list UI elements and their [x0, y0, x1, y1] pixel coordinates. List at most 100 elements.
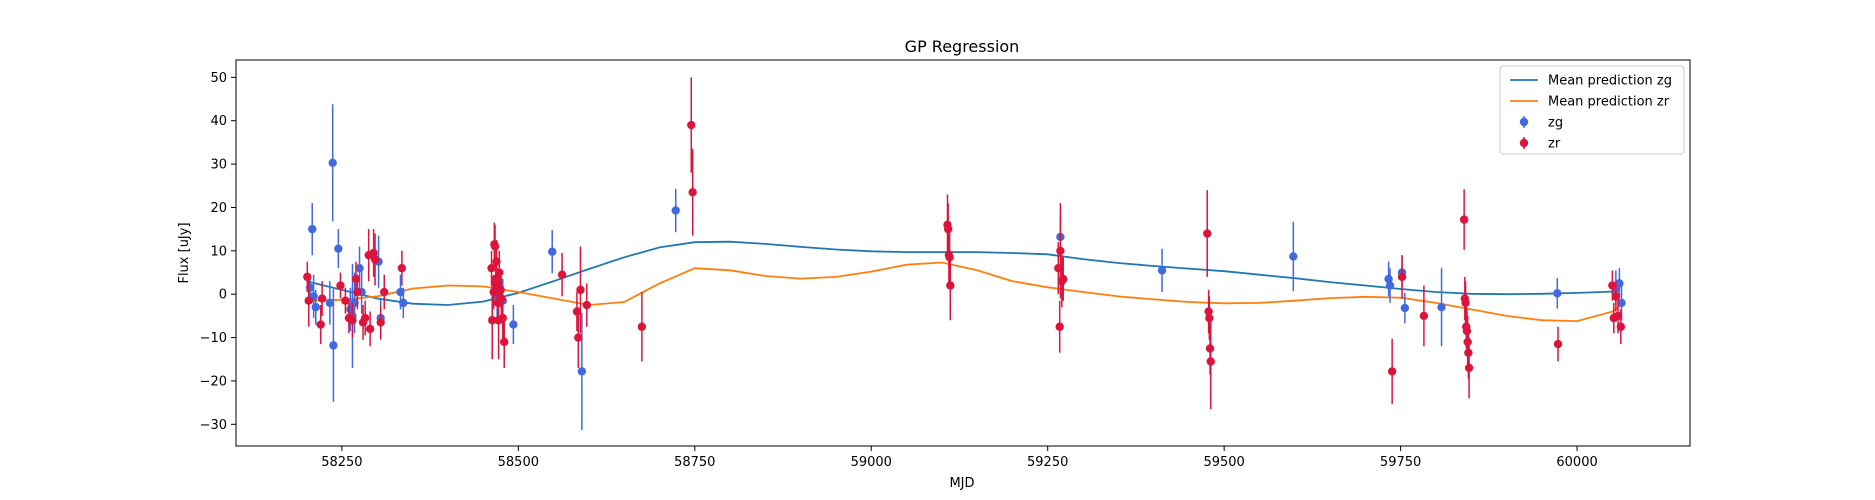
data-point	[1385, 281, 1395, 290]
y-axis-label: Flux [uJy]	[177, 222, 192, 283]
data-point	[360, 313, 370, 323]
legend: Mean prediction zg Mean prediction zr zg zr	[1499, 65, 1685, 155]
data-point	[497, 294, 506, 303]
data-point	[671, 206, 680, 215]
data-point	[376, 318, 385, 327]
legend-label: Mean prediction zr	[1548, 95, 1670, 110]
y-tick-label: 10	[210, 244, 227, 259]
series-zr	[303, 77, 1626, 410]
chart-title: GP Regression	[905, 37, 1020, 56]
data-point	[316, 320, 325, 329]
legend-marker-swatch	[1519, 117, 1529, 127]
data-point	[370, 255, 380, 264]
data-point	[498, 313, 508, 323]
x-tick-label: 58250	[321, 455, 362, 470]
plot-frame	[235, 59, 1691, 447]
x-tick-label: 58500	[498, 455, 539, 470]
x-tick-label: 59750	[1380, 455, 1421, 470]
data-point	[341, 296, 350, 305]
data-point	[946, 281, 955, 290]
data-point	[355, 263, 364, 273]
plot-area	[303, 77, 1626, 430]
data-point	[574, 333, 583, 342]
data-point	[1617, 298, 1626, 308]
data-point	[348, 316, 357, 325]
data-point	[1157, 266, 1167, 275]
data-point	[1203, 229, 1212, 238]
data-point	[1464, 363, 1474, 373]
data-point	[1461, 298, 1470, 308]
data-point	[399, 298, 408, 308]
data-point	[548, 247, 557, 256]
y-tick-label: 30	[210, 158, 227, 173]
data-point	[1553, 339, 1563, 349]
data-point	[1459, 215, 1469, 224]
data-point	[397, 263, 407, 273]
data-point	[1608, 281, 1617, 290]
data-point	[325, 298, 335, 308]
x-tick-label: 59000	[851, 455, 892, 470]
data-point	[1055, 322, 1064, 331]
y-tick-label: −30	[200, 418, 227, 433]
data-point	[1056, 246, 1065, 256]
data-point	[1400, 303, 1410, 313]
data-point	[1205, 313, 1214, 323]
x-tick-label: 58750	[674, 455, 715, 470]
legend-label: zg	[1548, 116, 1563, 131]
data-point	[334, 244, 343, 253]
x-tick-label: 59500	[1203, 455, 1244, 470]
data-point	[509, 320, 518, 329]
data-point	[490, 242, 500, 251]
data-point	[1419, 311, 1429, 321]
data-point	[1397, 272, 1407, 282]
data-point	[304, 296, 313, 305]
legend-label: Mean prediction zg	[1548, 74, 1672, 89]
data-point	[637, 322, 647, 331]
data-point	[380, 287, 389, 297]
data-point	[488, 316, 497, 325]
data-point	[495, 268, 504, 277]
y-axis: −30 −20 −10 0 10 20 30 40 50	[200, 71, 236, 433]
x-tick-label: 60000	[1556, 455, 1597, 470]
data-point	[1387, 367, 1397, 376]
data-point	[687, 120, 696, 130]
legend-label: zr	[1548, 137, 1561, 152]
data-point	[500, 337, 509, 347]
y-tick-label: −20	[200, 374, 227, 389]
data-point	[303, 272, 312, 282]
data-point	[1437, 303, 1446, 312]
y-tick-label: 40	[210, 114, 227, 129]
data-point	[353, 287, 362, 297]
x-axis-label: MJD	[949, 476, 974, 491]
data-point	[365, 324, 375, 334]
data-point	[1289, 252, 1298, 261]
data-point	[351, 274, 361, 284]
data-point	[328, 158, 337, 167]
data-point	[557, 270, 567, 279]
data-point	[577, 367, 587, 376]
data-point	[1611, 292, 1621, 301]
y-tick-label: 0	[219, 288, 227, 303]
x-tick-label: 59250	[1027, 455, 1068, 470]
data-point	[317, 294, 327, 303]
data-point	[1615, 279, 1624, 288]
y-tick-label: −10	[200, 331, 227, 346]
data-point	[1059, 274, 1068, 284]
legend-marker-swatch	[1519, 138, 1529, 148]
data-point	[582, 300, 591, 310]
data-point	[1616, 322, 1626, 331]
data-point	[308, 224, 317, 234]
data-point	[336, 281, 345, 290]
legend-box	[1499, 65, 1685, 155]
x-axis: 58250 58500 58750 59000 59250 59500 59750 60000	[321, 446, 1598, 470]
data-point	[576, 285, 585, 295]
data-point	[688, 188, 697, 197]
data-point	[1206, 357, 1215, 366]
data-point	[1553, 289, 1562, 298]
data-point	[329, 341, 338, 350]
data-point	[311, 303, 320, 312]
y-tick-label: 20	[210, 201, 227, 216]
data-point	[487, 263, 496, 273]
y-tick-label: 50	[210, 71, 227, 86]
